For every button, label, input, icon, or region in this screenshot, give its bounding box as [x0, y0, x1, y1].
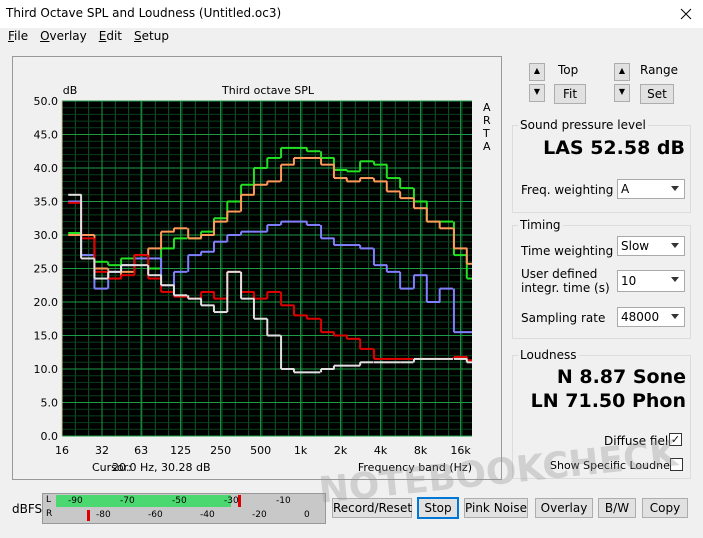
time-weighting-select[interactable]: Slow — [617, 236, 685, 256]
meter-scale-label: -50 — [172, 496, 187, 506]
top-label: Top — [558, 63, 579, 77]
y-tick-label: 5.0 — [41, 397, 59, 410]
menu-item[interactable]: Overlay — [40, 29, 87, 43]
integr-time-input[interactable]: 10 — [617, 270, 685, 292]
button[interactable]: Stop — [417, 497, 459, 519]
meter-scale-label: -20 — [252, 510, 267, 520]
integr-label: User defined — [521, 267, 598, 281]
group-title: Sound pressure level — [518, 118, 648, 132]
spin-down[interactable]: ▼ — [614, 84, 630, 102]
x-tick-label: 125 — [170, 444, 191, 457]
show-specific-checkbox[interactable] — [670, 458, 683, 471]
spin-down[interactable]: ▼ — [529, 84, 545, 102]
y-tick-label: 35.0 — [34, 196, 59, 209]
x-tick-label: 500 — [250, 444, 271, 457]
x-tick-label: 8k — [414, 444, 428, 457]
cursor-label: Cursor: — [92, 461, 132, 474]
diffuse-field-label: Diffuse field — [604, 434, 676, 448]
meter-scale-label: 0 — [304, 510, 310, 520]
diffuse-field-checkbox[interactable]: ✓ — [669, 433, 682, 446]
window-title: Third Octave SPL and Loudness (Untitled.… — [6, 6, 282, 20]
button[interactable]: Pink Noise — [464, 498, 528, 518]
show-specific-label: Show Specific Loudness — [550, 459, 682, 472]
x-tick-label: 1k — [294, 444, 308, 457]
y-tick-label: 0.0 — [41, 430, 59, 443]
y-tick-label: 40.0 — [34, 162, 59, 175]
meter-scale-label: -90 — [68, 496, 83, 506]
y-unit: dB — [63, 84, 78, 97]
time-weighting-label: Time weighting — [521, 244, 614, 258]
meter-scale-label: -30 — [224, 496, 239, 506]
x-tick-label: 250 — [210, 444, 231, 457]
button[interactable]: Overlay — [535, 498, 593, 518]
x-tick-label: 4k — [374, 444, 388, 457]
x-tick-label: 16 — [55, 444, 69, 457]
menu-item[interactable]: Setup — [134, 29, 169, 43]
menu-bar: File Overlay Edit Setup — [8, 29, 181, 43]
button[interactable]: Copy — [642, 498, 688, 518]
y-tick-label: 20.0 — [34, 296, 59, 309]
chart-title: Third octave SPL — [221, 84, 315, 97]
freq-weighting-select[interactable]: A — [617, 179, 685, 199]
meter-bar-left — [56, 495, 231, 507]
y-tick-label: 10.0 — [34, 363, 59, 376]
y-tick-label: 50.0 — [34, 95, 59, 108]
spl-reading: LAS 52.58 dB — [543, 137, 685, 159]
title-bar — [0, 0, 703, 28]
y-tick-label: 25.0 — [34, 263, 59, 276]
x-tick-label: 63 — [134, 444, 148, 457]
set-button[interactable]: Set — [640, 84, 674, 104]
meter-scale-label: -80 — [96, 510, 111, 520]
menu-item[interactable]: File — [8, 29, 29, 43]
sampling-rate-select[interactable]: 48000 — [617, 307, 685, 327]
x-tick-label: 16k — [450, 444, 471, 457]
button[interactable]: Record/Reset — [332, 498, 412, 518]
meter-scale-label: -40 — [200, 510, 215, 520]
button[interactable]: B/W — [598, 498, 636, 518]
fit-button[interactable]: Fit — [554, 84, 586, 104]
y-tick-label: 15.0 — [34, 330, 59, 343]
freq-weighting-label: Freq. weighting — [521, 183, 614, 197]
spin-up[interactable]: ▲ — [529, 63, 545, 81]
y-tick-label: 30.0 — [34, 229, 59, 242]
timing-group — [512, 225, 691, 339]
spin-up[interactable]: ▲ — [614, 63, 630, 81]
y-tick-label: 45.0 — [34, 129, 59, 142]
meter-scale-label: -10 — [276, 496, 291, 506]
meter-channel: R — [46, 509, 53, 519]
integr-label: integr. time (s) — [521, 281, 610, 295]
x-axis-label: Frequency band (Hz) — [358, 461, 472, 474]
peak-marker — [238, 495, 241, 507]
loudness-group — [512, 355, 691, 479]
loudness-ln: LN 71.50 Phon — [530, 390, 686, 412]
meter-scale-label: -60 — [148, 510, 163, 520]
loudness-n: N 8.87 Sone — [556, 366, 686, 388]
x-tick-label: 2k — [334, 444, 348, 457]
menu-item[interactable]: Edit — [98, 29, 123, 43]
x-tick-label: 32 — [95, 444, 109, 457]
meter-label: dBFS — [12, 502, 43, 516]
range-label: Range — [640, 63, 679, 77]
meter-scale-label: -70 — [120, 496, 135, 506]
meter-channel: L — [46, 495, 52, 505]
sampling-rate-label: Sampling rate — [521, 311, 606, 325]
group-title: Loudness — [518, 348, 579, 362]
peak-marker — [87, 510, 90, 521]
cursor-readout: 20.0 Hz, 30.28 dB — [112, 461, 211, 474]
group-title: Timing — [518, 218, 563, 232]
close-button[interactable] — [680, 8, 692, 20]
